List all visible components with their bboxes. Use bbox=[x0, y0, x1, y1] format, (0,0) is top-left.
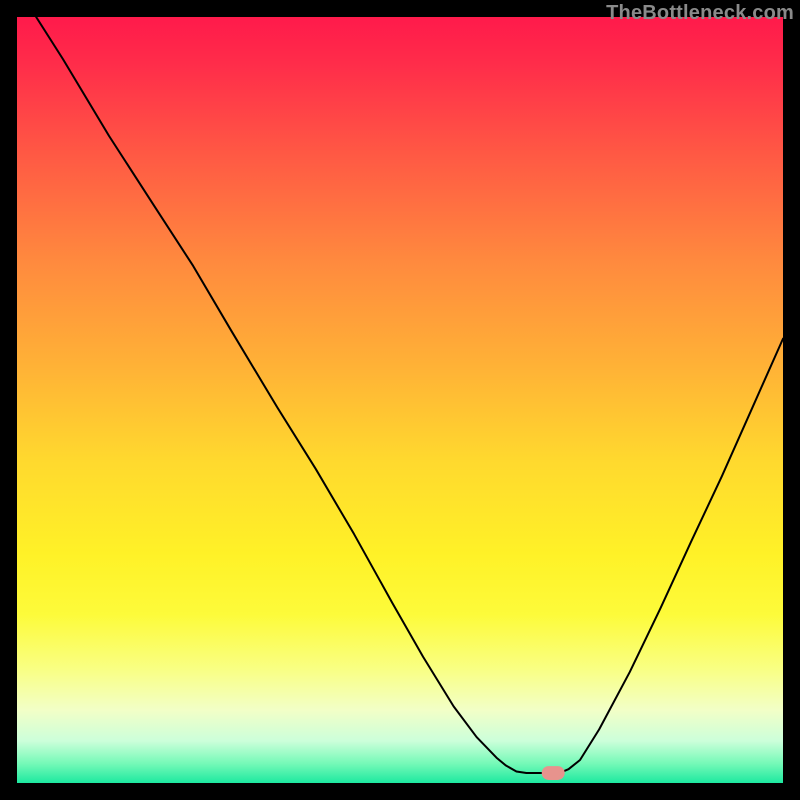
optimal-point-marker bbox=[542, 766, 565, 780]
chart-canvas bbox=[0, 0, 800, 800]
heatmap-gradient-background bbox=[17, 17, 783, 783]
bottleneck-chart: TheBottleneck.com bbox=[0, 0, 800, 800]
